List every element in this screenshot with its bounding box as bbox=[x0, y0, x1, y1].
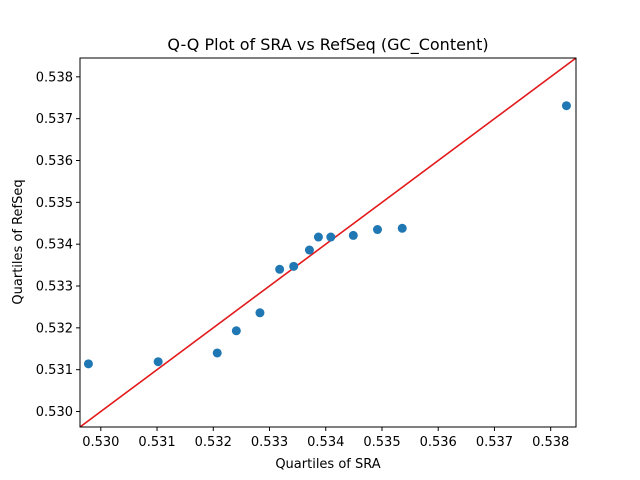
plot-area bbox=[80, 58, 576, 427]
y-tick-label: 0.531 bbox=[36, 363, 73, 378]
data-point bbox=[289, 261, 299, 271]
data-point bbox=[326, 232, 336, 242]
x-tick-label: 0.537 bbox=[476, 435, 513, 450]
y-tick-label: 0.534 bbox=[36, 238, 73, 253]
x-tick-label: 0.538 bbox=[532, 435, 569, 450]
x-axis: 0.530 0.531 0.532 0.533 0.534 0.535 0.536 0.537… bbox=[82, 427, 569, 450]
y-tick-label: 0.533 bbox=[36, 280, 73, 295]
x-tick-label: 0.533 bbox=[251, 435, 288, 450]
y-tick-label: 0.535 bbox=[36, 196, 73, 211]
x-tick-label: 0.535 bbox=[363, 435, 400, 450]
chart-title: Q-Q Plot of SRA vs RefSeq (GC_Content) bbox=[167, 35, 488, 55]
data-point bbox=[255, 308, 265, 318]
x-tick-label: 0.534 bbox=[307, 435, 344, 450]
x-tick-label: 0.530 bbox=[82, 435, 119, 450]
plot-frame bbox=[79, 57, 577, 428]
data-point bbox=[372, 225, 382, 235]
y-tick-label: 0.538 bbox=[36, 70, 73, 85]
x-tick-label: 0.536 bbox=[420, 435, 457, 450]
x-axis-label: Quartiles of SRA bbox=[275, 457, 380, 472]
data-point bbox=[561, 101, 571, 111]
x-tick-label: 0.532 bbox=[195, 435, 232, 450]
y-tick-label: 0.537 bbox=[36, 112, 73, 127]
data-point bbox=[83, 359, 93, 369]
data-point bbox=[231, 326, 241, 336]
x-tick-label: 0.531 bbox=[138, 435, 175, 450]
y-tick-label: 0.530 bbox=[36, 405, 73, 420]
y-tick-label: 0.532 bbox=[36, 321, 73, 336]
data-point bbox=[397, 223, 407, 233]
data-point bbox=[275, 264, 285, 274]
y-tick-label: 0.536 bbox=[36, 154, 73, 169]
y-axis: 0.530 0.531 0.532 0.533 0.534 0.535 0.536 0.537… bbox=[36, 70, 80, 420]
data-point bbox=[313, 232, 323, 242]
y-axis-label: Quartiles of RefSeq bbox=[11, 179, 26, 304]
reference-line bbox=[80, 58, 576, 427]
data-point bbox=[348, 230, 358, 240]
data-point bbox=[153, 357, 163, 367]
data-point bbox=[212, 348, 222, 358]
data-point bbox=[304, 245, 314, 255]
